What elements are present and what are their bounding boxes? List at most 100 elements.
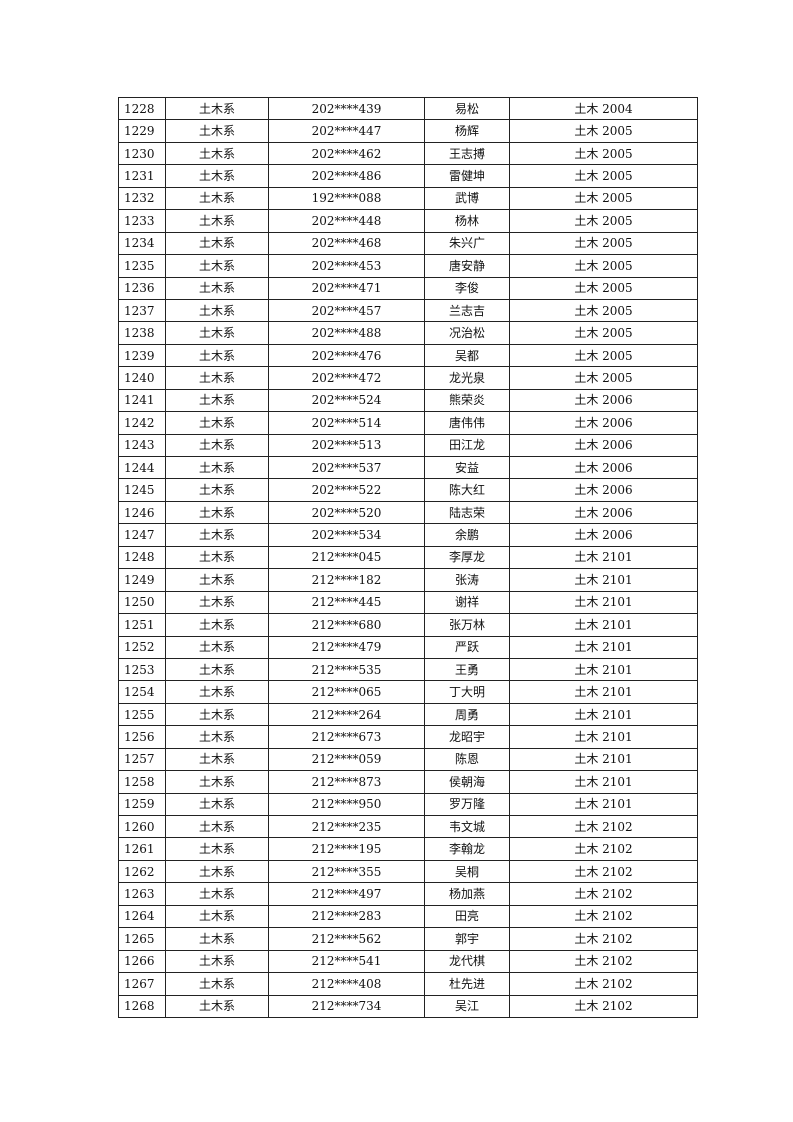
student-name-cell: 武博 xyxy=(424,186,510,211)
class-cell: 土木 2006 xyxy=(509,411,698,435)
department-cell: 土木系 xyxy=(165,96,269,121)
row-number-cell: 1263 xyxy=(118,882,166,906)
department-cell: 土木系 xyxy=(165,590,269,615)
table-row: 1232 土木系 192****088 武博 土木 2005 xyxy=(118,186,698,211)
student-id-cell: 192****088 xyxy=(268,186,425,211)
student-id-cell: 212****445 xyxy=(268,590,425,615)
department-cell: 土木系 xyxy=(165,814,269,839)
table-row: 1265 土木系 212****562 郭宇 土木 2102 xyxy=(118,927,698,951)
department-cell: 土木系 xyxy=(165,635,269,659)
class-cell: 土木 2101 xyxy=(509,613,698,637)
student-id-cell: 202****513 xyxy=(268,433,425,458)
student-id-cell: 212****065 xyxy=(268,680,425,704)
department-cell: 土木系 xyxy=(165,164,269,188)
student-name-cell: 熊荣炎 xyxy=(424,388,510,413)
student-id-cell: 212****059 xyxy=(268,747,425,772)
class-cell: 土木 2102 xyxy=(509,814,698,839)
class-cell: 土木 2006 xyxy=(509,500,698,525)
department-cell: 土木系 xyxy=(165,321,269,345)
row-number-cell: 1256 xyxy=(118,725,166,749)
student-name-cell: 李俊 xyxy=(424,276,510,300)
class-cell: 土木 2005 xyxy=(509,141,698,166)
student-id-cell: 212****535 xyxy=(268,657,425,682)
class-cell: 土木 2101 xyxy=(509,702,698,727)
table-row: 1240 土木系 202****472 龙光泉 土木 2005 xyxy=(118,366,698,390)
class-cell: 土木 2005 xyxy=(509,231,698,256)
class-cell: 土木 2101 xyxy=(509,725,698,749)
class-cell: 土木 2006 xyxy=(509,388,698,413)
department-cell: 土木系 xyxy=(165,433,269,458)
student-name-cell: 李厚龙 xyxy=(424,545,510,570)
department-cell: 土木系 xyxy=(165,904,269,929)
row-number-cell: 1247 xyxy=(118,523,166,547)
row-number-cell: 1250 xyxy=(118,590,166,615)
table-row: 1262 土木系 212****355 吴桐 土木 2102 xyxy=(118,859,698,884)
student-name-cell: 龙代棋 xyxy=(424,949,510,974)
student-id-cell: 202****439 xyxy=(268,96,425,121)
student-name-cell: 余鹏 xyxy=(424,523,510,547)
row-number-cell: 1232 xyxy=(118,186,166,211)
student-name-cell: 张涛 xyxy=(424,568,510,592)
department-cell: 土木系 xyxy=(165,927,269,951)
row-number-cell: 1241 xyxy=(118,388,166,413)
table-row: 1249 土木系 212****182 张涛 土木 2101 xyxy=(118,568,698,592)
table-row: 1260 土木系 212****235 韦文城 土木 2102 xyxy=(118,814,698,839)
class-cell: 土木 2101 xyxy=(509,747,698,772)
row-number-cell: 1249 xyxy=(118,568,166,592)
student-id-cell: 212****195 xyxy=(268,837,425,861)
department-cell: 土木系 xyxy=(165,792,269,817)
department-cell: 土木系 xyxy=(165,209,269,233)
department-cell: 土木系 xyxy=(165,298,269,323)
class-cell: 土木 2005 xyxy=(509,321,698,345)
row-number-cell: 1230 xyxy=(118,141,166,166)
department-cell: 土木系 xyxy=(165,366,269,390)
student-id-cell: 202****453 xyxy=(268,254,425,278)
class-cell: 土木 2005 xyxy=(509,276,698,300)
student-id-cell: 212****235 xyxy=(268,814,425,839)
student-id-cell: 202****537 xyxy=(268,455,425,480)
class-cell: 土木 2005 xyxy=(509,119,698,143)
table-row: 1259 土木系 212****950 罗万隆 土木 2101 xyxy=(118,792,698,817)
department-cell: 土木系 xyxy=(165,411,269,435)
student-name-cell: 李翰龙 xyxy=(424,837,510,861)
class-cell: 土木 2101 xyxy=(509,568,698,592)
row-number-cell: 1242 xyxy=(118,411,166,435)
row-number-cell: 1259 xyxy=(118,792,166,817)
student-id-cell: 212****873 xyxy=(268,770,425,794)
department-cell: 土木系 xyxy=(165,231,269,256)
row-number-cell: 1252 xyxy=(118,635,166,659)
student-name-cell: 郭宇 xyxy=(424,927,510,951)
table-row: 1235 土木系 202****453 唐安静 土木 2005 xyxy=(118,254,698,278)
table-row: 1238 土木系 202****488 况治松 土木 2005 xyxy=(118,321,698,345)
student-name-cell: 兰志吉 xyxy=(424,298,510,323)
row-number-cell: 1240 xyxy=(118,366,166,390)
student-name-cell: 田亮 xyxy=(424,904,510,929)
table-row: 1251 土木系 212****680 张万林 土木 2101 xyxy=(118,613,698,637)
row-number-cell: 1253 xyxy=(118,657,166,682)
table-row: 1252 土木系 212****479 严跃 土木 2101 xyxy=(118,635,698,659)
student-name-cell: 安益 xyxy=(424,455,510,480)
student-id-cell: 212****562 xyxy=(268,927,425,951)
row-number-cell: 1265 xyxy=(118,927,166,951)
class-cell: 土木 2005 xyxy=(509,209,698,233)
row-number-cell: 1231 xyxy=(118,164,166,188)
student-name-cell: 王志搏 xyxy=(424,141,510,166)
student-name-cell: 杜先进 xyxy=(424,972,510,996)
student-id-cell: 202****471 xyxy=(268,276,425,300)
student-name-cell: 陈恩 xyxy=(424,747,510,772)
student-id-cell: 202****447 xyxy=(268,119,425,143)
department-cell: 土木系 xyxy=(165,343,269,368)
table-row: 1239 土木系 202****476 吴都 土木 2005 xyxy=(118,343,698,368)
student-id-cell: 212****355 xyxy=(268,859,425,884)
row-number-cell: 1258 xyxy=(118,770,166,794)
student-id-cell: 212****408 xyxy=(268,972,425,996)
department-cell: 土木系 xyxy=(165,702,269,727)
department-cell: 土木系 xyxy=(165,859,269,884)
table-row: 1266 土木系 212****541 龙代棋 土木 2102 xyxy=(118,949,698,974)
student-name-cell: 陆志荣 xyxy=(424,500,510,525)
student-id-cell: 202****457 xyxy=(268,298,425,323)
row-number-cell: 1235 xyxy=(118,254,166,278)
table-row: 1236 土木系 202****471 李俊 土木 2005 xyxy=(118,276,698,300)
roster-body: 1228 土木系 202****439 易松 土木 2004 1229 土木系 202****… xyxy=(118,96,698,1018)
student-name-cell: 罗万隆 xyxy=(424,792,510,817)
